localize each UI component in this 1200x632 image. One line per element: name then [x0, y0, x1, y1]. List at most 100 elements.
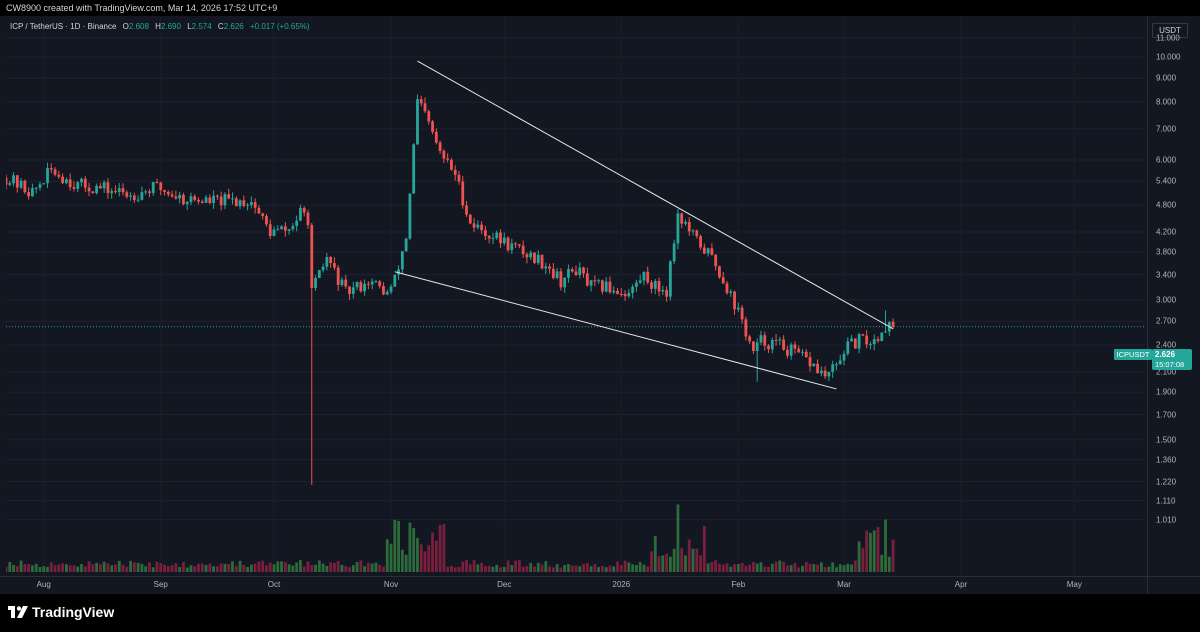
candle-body	[521, 245, 525, 255]
volume-bar	[434, 540, 438, 572]
open-label: O	[122, 22, 129, 31]
volume-bar	[529, 562, 533, 572]
volume-bar	[465, 560, 468, 572]
volume-bar	[461, 561, 465, 572]
price-tick-label: 6.000	[1156, 155, 1177, 165]
candle-body	[601, 280, 604, 292]
candle-body	[98, 185, 102, 189]
candle-body	[416, 99, 419, 145]
volume-bar	[619, 565, 623, 572]
volume-bar	[348, 567, 351, 572]
candle-body	[265, 216, 268, 225]
candle-body	[280, 226, 283, 230]
volume-bar	[261, 560, 265, 572]
candle-body	[480, 224, 484, 231]
candle-body	[189, 196, 193, 203]
candle-body	[257, 207, 261, 214]
candle-body	[299, 207, 302, 221]
tradingview-brand[interactable]: TradingView	[8, 604, 114, 620]
volume-bar	[310, 565, 314, 572]
volume-bar	[718, 563, 721, 572]
price-chart[interactable]	[6, 17, 1146, 576]
candle-body	[808, 357, 812, 367]
volume-bar	[174, 563, 178, 572]
volume-bar	[710, 561, 714, 572]
volume-bar	[219, 563, 223, 572]
candle-body	[653, 280, 657, 289]
candle-body	[778, 339, 782, 341]
volume-bar	[19, 560, 23, 572]
volume-bar	[8, 562, 12, 572]
candle-body	[676, 213, 680, 244]
volume-bar	[634, 565, 638, 572]
trendline	[417, 60, 894, 330]
volume-bar	[450, 565, 453, 572]
volume-bar	[178, 566, 182, 572]
candle-body	[585, 273, 589, 286]
candle-body	[382, 286, 385, 295]
volume-bar	[12, 565, 15, 572]
candle-body	[827, 371, 831, 377]
time-tick-label: Mar	[837, 580, 851, 589]
price-tick-label: 9.000	[1156, 73, 1177, 83]
volume-bar	[578, 566, 582, 572]
candle-body	[548, 266, 551, 269]
candle-body	[517, 244, 521, 246]
volume-bar	[344, 566, 348, 572]
volume-bar	[548, 566, 551, 572]
candle-body	[570, 269, 574, 272]
volume-bar	[544, 561, 548, 572]
time-tick-label: Nov	[383, 580, 399, 589]
candle-body	[736, 307, 740, 310]
candle-body	[687, 221, 691, 232]
candle-body	[499, 232, 502, 244]
volume-bar	[842, 565, 846, 572]
volume-bar	[574, 565, 578, 572]
footer-bar	[0, 594, 1200, 632]
candle-body	[283, 226, 287, 231]
candle-body	[876, 339, 880, 341]
candle-body	[506, 237, 510, 251]
volume-bar	[227, 563, 231, 572]
volume-bar	[151, 567, 155, 572]
chart-plot-area[interactable]	[6, 17, 1146, 576]
candle-body	[668, 261, 672, 297]
candle-body	[695, 230, 699, 237]
candle-body	[163, 190, 166, 192]
volume-bar	[283, 562, 287, 572]
volume-bar	[246, 566, 249, 572]
volume-bar	[98, 564, 102, 572]
volume-bar	[453, 567, 457, 572]
volume-bar	[872, 530, 876, 572]
volume-bar	[827, 566, 831, 572]
price-tick-label: 1.900	[1156, 387, 1177, 397]
volume-bar	[774, 561, 778, 572]
candle-body	[155, 182, 159, 184]
candle-body	[604, 281, 608, 292]
volume-bar	[476, 564, 480, 572]
time-axis[interactable]	[0, 576, 1147, 595]
candle-body	[159, 182, 163, 191]
volume-bar	[15, 566, 19, 572]
candle-body	[408, 193, 412, 239]
candle-body	[502, 237, 506, 244]
volume-bar	[272, 564, 276, 572]
volume-bar	[695, 548, 699, 572]
candle-body	[295, 220, 299, 226]
candle-body	[767, 345, 770, 350]
price-axis[interactable]	[1147, 17, 1200, 576]
volume-bar	[72, 565, 76, 572]
volume-bar	[521, 566, 525, 572]
symbol-name[interactable]: ICP / TetherUS · 1D · Binance	[10, 22, 117, 31]
volume-bar	[185, 567, 189, 572]
candle-body	[472, 223, 476, 228]
candle-body	[850, 338, 853, 342]
currency-unit-button[interactable]: USDT	[1152, 23, 1188, 38]
candle-body	[484, 230, 487, 237]
candle-body	[634, 282, 638, 287]
candle-body	[333, 263, 336, 268]
volume-bar	[87, 561, 91, 572]
candle-body	[151, 182, 155, 193]
high-value: 2.690	[160, 22, 181, 31]
volume-bar	[472, 560, 476, 572]
